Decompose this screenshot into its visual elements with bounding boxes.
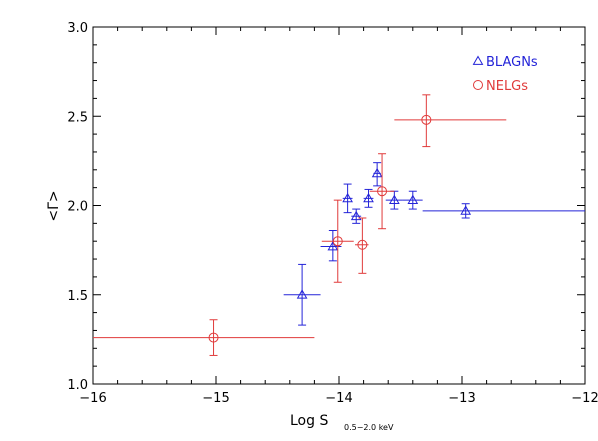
blagns-data-point	[320, 229, 342, 262]
blagns-marker	[350, 210, 362, 221]
y-tick-label: 3.0	[67, 21, 88, 36]
x-tick-label: −14	[325, 391, 352, 406]
x-tick-label: −13	[448, 391, 475, 406]
blagns-marker	[460, 205, 472, 215]
y-tick-label: 1.0	[67, 378, 88, 393]
nelgs-marker	[357, 239, 368, 250]
x-axis-label: Log S	[290, 413, 328, 429]
blagns-marker	[342, 192, 353, 203]
nelgs-marker	[421, 114, 432, 125]
blagns-data-point	[385, 190, 403, 210]
nelgs-marker	[208, 332, 219, 343]
series-layer	[93, 94, 585, 356]
y-tick-label: 2.0	[67, 200, 88, 215]
blagns-marker	[327, 241, 339, 251]
nelgs-marker	[332, 236, 343, 247]
blagns-data-point	[350, 208, 362, 224]
blagns-marker	[407, 194, 419, 205]
y-tick-label: 1.5	[67, 289, 88, 304]
nelgs-data-point	[394, 94, 507, 148]
nelgs-data-point	[93, 319, 315, 356]
x-axis-label-subscript: 0.5−2.0 keV	[344, 423, 394, 432]
nelgs-data-point	[354, 217, 369, 274]
blagns-marker	[296, 289, 308, 299]
blagns-data-point	[371, 162, 383, 187]
nelgs-data-point	[321, 199, 354, 283]
legend: BLAGNs NELGs	[472, 55, 538, 94]
y-axis-label: <Γ>	[46, 190, 62, 221]
blagns-data-point	[422, 203, 585, 219]
blagns-data-point	[342, 183, 353, 214]
blagns-marker	[371, 167, 383, 178]
x-tick-label: −15	[202, 391, 229, 406]
ticks-layer: −16 −15 −14 −13 −12 1.0 1.5 2.0 2.5 3.0	[67, 21, 598, 406]
blagns-marker	[363, 192, 374, 203]
legend-label-blagns: BLAGNs	[486, 55, 538, 70]
legend-marker-nelgs	[473, 80, 483, 90]
legend-label-nelgs: NELGs	[486, 79, 528, 94]
legend-marker-blagns	[472, 55, 484, 65]
nelgs-data-point	[369, 153, 395, 230]
blagns-data-point	[363, 188, 374, 208]
legend-blagns-marker-shape	[472, 55, 484, 65]
legend-nelgs-marker-shape	[473, 80, 483, 90]
x-tick-label: −12	[571, 391, 598, 406]
nelgs-marker	[377, 186, 388, 197]
y-tick-label: 2.5	[67, 110, 88, 125]
blagns-data-point	[283, 263, 321, 326]
blagns-marker	[388, 194, 400, 205]
x-tick-label: −16	[79, 391, 106, 406]
blagns-data-point	[402, 190, 423, 210]
